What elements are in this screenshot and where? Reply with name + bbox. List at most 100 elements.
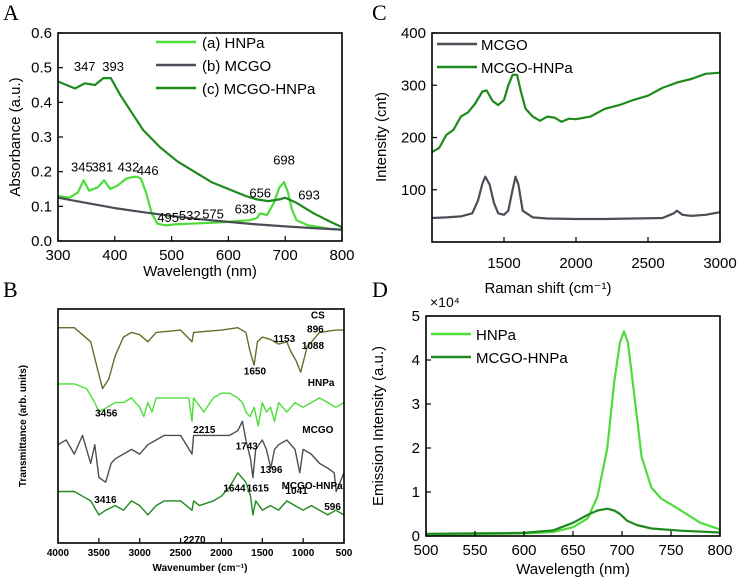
panel-a-frame	[57, 32, 343, 242]
x-tick-label: 2500	[631, 255, 664, 272]
x-tick-label: 2000	[210, 548, 233, 559]
panel-b-annotations: CS 1153 896 1088 1650 3456 HNPa 2215 MCGO 1743 139…	[94, 310, 343, 546]
x-tick-label: 3500	[88, 548, 111, 559]
series-line-mcgo	[431, 175, 721, 221]
panel-a-ylabel: Absorbance (a.u.)	[7, 77, 24, 196]
y-tick-label: 0.5	[31, 60, 52, 77]
x-tick-label: 800	[329, 247, 354, 264]
peak-label-532: 532	[179, 208, 201, 223]
x-tick-label: 800	[707, 542, 732, 559]
x-tick-label: 700	[609, 542, 634, 559]
x-tick-label: 500	[336, 548, 353, 559]
panel-a-lines	[57, 77, 343, 231]
legend-label-d-hnpa: HNPa	[476, 327, 517, 344]
peak-label-446: 446	[137, 163, 159, 178]
y-tick-label: 0.4	[31, 94, 52, 111]
y-tick-label: 5	[412, 308, 420, 325]
series-line-a-hnpa	[57, 175, 343, 231]
series-line-hnpa	[425, 330, 721, 536]
series-line-c-mcgo-hnpa	[57, 77, 343, 229]
x-tick-label: 3000	[703, 255, 736, 272]
panel-c-letter: C	[372, 0, 387, 25]
legend-label-hnpa: (a) HNPa	[202, 35, 265, 52]
legend-label-mcgo-hnpa: (c) MCGO-HNPa	[202, 81, 316, 98]
panel-d-ylabel: Emission Intensity (a.u.)	[370, 346, 387, 506]
panel-a-ticks: 300 400 500 600 700 800 0.0 0.1 0.2 0.3 0.4 0.5 0.6	[31, 25, 354, 264]
panel-c: C 1500 2000 2500 3000 100 200 300 400 Raman shi…	[372, 0, 737, 297]
peak-label-cs: CS	[311, 310, 325, 321]
y-tick-label: 0.1	[31, 198, 52, 215]
series-line-hnpa	[58, 383, 345, 427]
y-tick-label: 400	[401, 25, 426, 42]
y-tick-label: 0.6	[31, 25, 52, 42]
panel-d-legend: HNPa MCGO-HNPa	[431, 327, 568, 367]
panel-c-legend: MCGO MCGO-HNPa	[437, 37, 573, 77]
series-line-mcgo-hnpa	[431, 71, 721, 154]
peak-label-575: 575	[202, 206, 224, 221]
peak-label-1153: 1153	[273, 334, 295, 345]
x-tick-label: 300	[45, 247, 70, 264]
peak-label-1041: 1041	[285, 486, 308, 497]
peak-label-1088: 1088	[302, 341, 325, 352]
panel-a-legend: (a) HNPa (b) MCGO (c) MCGO-HNPa	[156, 35, 316, 98]
x-tick-label: 4000	[47, 548, 70, 559]
series-line-mcgo-hnpa	[58, 472, 345, 516]
peak-label-896: 896	[307, 324, 324, 335]
series-line-b-mcgo	[57, 196, 343, 231]
peak-label-2270: 2270	[183, 535, 206, 546]
panel-d-letter: D	[372, 277, 388, 302]
legend-label-c-mcgo-hnpa: MCGO-HNPa	[481, 60, 573, 77]
series-line-cs	[58, 327, 344, 390]
peak-label-1650: 1650	[244, 367, 267, 378]
y-tick-label: 1	[412, 484, 420, 501]
y-tick-label: 2	[412, 440, 420, 457]
peak-label-hnpa: HNPa	[308, 378, 335, 389]
legend-label-c-mcgo: MCGO	[481, 37, 528, 54]
y-tick-label: 100	[401, 182, 426, 199]
panel-b-xlabel: Wavenumber (cm⁻¹)	[153, 563, 248, 574]
panel-c-xlabel: Raman shift (cm⁻¹)	[484, 280, 611, 297]
legend-label-d-mcgo-hnpa: MCGO-HNPa	[476, 350, 568, 367]
x-tick-label: 1500	[251, 548, 274, 559]
peak-label-345: 345	[71, 160, 93, 175]
x-tick-label: 2000	[559, 255, 592, 272]
peak-label-1396: 1396	[260, 465, 283, 476]
x-tick-label: 3000	[129, 548, 152, 559]
peak-label-381: 381	[91, 160, 113, 175]
x-tick-label: 550	[462, 542, 487, 559]
x-tick-label: 500	[159, 247, 184, 264]
panel-b-lines	[57, 327, 345, 516]
x-tick-label: 1000	[292, 548, 315, 559]
peak-label-2215: 2215	[193, 425, 216, 436]
peak-label-596: 596	[324, 502, 341, 513]
peak-label-1743: 1743	[236, 441, 259, 452]
x-tick-label: 650	[560, 542, 585, 559]
panel-b-letter: B	[3, 277, 18, 302]
peak-label-mcgo-hnpa: MCGO-HNPa	[282, 481, 344, 492]
peak-label-495: 495	[157, 210, 179, 225]
y-tick-label: 0.0	[31, 233, 52, 250]
y-tick-label: 0.2	[31, 164, 52, 181]
panel-d-ticks: 500 550 600 650 700 750 800 0 1 2 3 4 5	[412, 308, 733, 559]
peak-label-432: 432	[118, 160, 140, 175]
panel-d: D 500 550 600 650 700 750 800 0 1 2 3 4 5 ×10⁴ Wavel…	[370, 277, 733, 578]
peak-label-mcgo: MCGO	[302, 425, 333, 436]
panel-b-frame	[57, 308, 345, 544]
y-tick-label: 0	[412, 528, 420, 545]
panel-d-frame	[425, 315, 721, 537]
peak-label-698: 698	[273, 153, 295, 168]
y-tick-label: 4	[412, 352, 420, 369]
x-tick-label: 600	[511, 542, 536, 559]
x-tick-label: 400	[102, 247, 127, 264]
panel-b-ylabel: Transmittance (arb. units)	[18, 365, 29, 487]
x-tick-label: 750	[658, 542, 683, 559]
y-tick-label: 0.3	[31, 129, 52, 146]
series-line-mcgo	[57, 420, 345, 493]
peak-label-3416: 3416	[94, 495, 117, 506]
panel-d-xlabel: Wavelength (nm)	[516, 561, 630, 578]
x-tick-label: 600	[216, 247, 241, 264]
x-tick-label: 700	[273, 247, 298, 264]
